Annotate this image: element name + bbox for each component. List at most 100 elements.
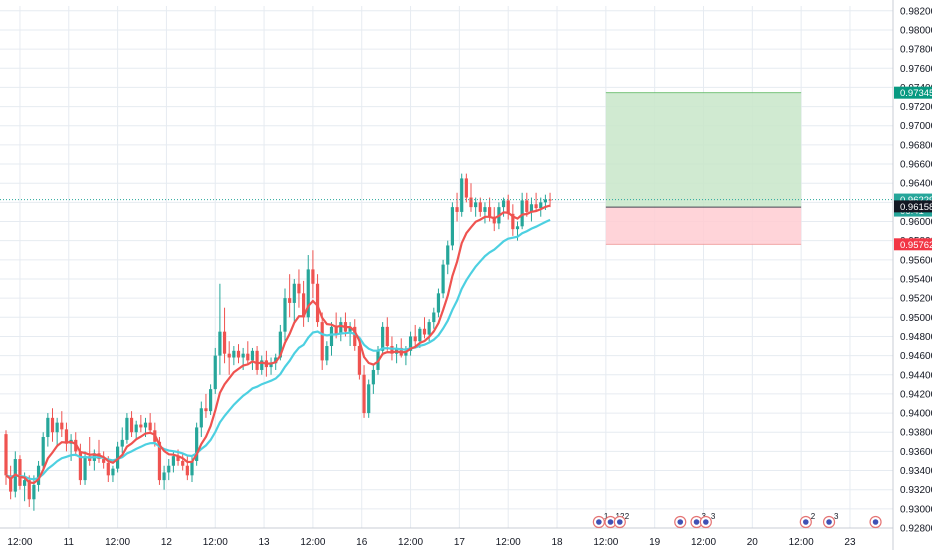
ema-fast-line <box>5 204 551 485</box>
candle-body <box>302 293 306 318</box>
candle-body <box>78 451 82 481</box>
event-flag-dot <box>607 519 614 525</box>
candle-body <box>418 328 422 342</box>
time-tick-label: 12:00 <box>203 537 228 548</box>
candle-body <box>23 480 27 486</box>
candle-body <box>348 326 352 332</box>
long-position-tool[interactable] <box>605 92 802 245</box>
time-tick-label: 12:00 <box>105 537 130 548</box>
candle-body <box>408 336 413 351</box>
candle-body <box>501 200 506 208</box>
candle-body <box>339 322 343 335</box>
candle-body <box>36 465 41 485</box>
price-axis[interactable]: 0.982000.980000.978000.976000.974000.972… <box>892 0 932 550</box>
candle-body <box>353 326 357 347</box>
candle-body <box>55 422 59 433</box>
candle-body <box>111 468 115 476</box>
time-tick-label: 12:00 <box>691 537 716 548</box>
moving-averages <box>5 204 551 485</box>
price-tag-label: 0.95762 <box>900 240 932 251</box>
time-tick-label: 12:00 <box>789 537 814 548</box>
economic-event-icon: 2 <box>613 512 630 529</box>
candle-body <box>325 346 329 361</box>
candle-body <box>455 207 459 212</box>
event-flag-dot <box>617 519 623 525</box>
candle-body <box>427 322 431 335</box>
time-tick-label: 12 <box>161 537 173 548</box>
candle-body <box>288 298 292 303</box>
candle-body <box>134 424 138 433</box>
candle-body <box>520 200 524 227</box>
candle-body <box>329 326 334 347</box>
candle-body <box>381 326 385 351</box>
price-tag <box>894 86 932 99</box>
candle-body <box>148 422 152 431</box>
economic-event-icon: 1 <box>592 512 609 529</box>
candle-body <box>469 197 473 208</box>
candle-body <box>320 322 324 361</box>
candle-body <box>167 465 171 473</box>
candle-body <box>529 204 534 212</box>
time-tick-label: 12:00 <box>593 537 618 548</box>
time-tick-label: 12:00 <box>496 537 521 548</box>
candle-body <box>143 422 148 428</box>
candle-body <box>315 283 320 323</box>
candle-body <box>204 408 208 412</box>
candle-body <box>362 374 366 414</box>
candle-body <box>185 465 189 476</box>
event-count: 3 <box>711 512 716 521</box>
candle-body <box>306 269 310 318</box>
candle-body <box>255 350 259 370</box>
candle-body <box>129 417 134 433</box>
candle-body <box>464 178 468 198</box>
time-tick-label: 17 <box>454 537 466 548</box>
candle-body <box>32 484 36 500</box>
candle-body <box>371 369 375 385</box>
price-tag <box>894 200 932 213</box>
candle-body <box>232 350 236 358</box>
time-axis[interactable]: 12:00 11 12:00 12 12:00 13 12:00 16 12:00 17 12:00… <box>0 527 893 548</box>
candle-body <box>125 417 129 440</box>
economic-event-icon: 2 <box>799 512 816 529</box>
candle-body <box>422 328 427 335</box>
candle-body <box>357 346 361 375</box>
candle-body <box>241 353 245 358</box>
candle-body <box>334 326 338 335</box>
candle-body <box>64 429 69 444</box>
time-tick-label: 19 <box>649 537 661 548</box>
price-tag-label: 0.96158 <box>900 202 932 213</box>
candles <box>4 173 552 511</box>
candle-body <box>157 441 162 481</box>
candle-body <box>83 456 87 481</box>
candle-body <box>218 331 222 356</box>
candle-body <box>195 427 199 461</box>
candle-body <box>413 336 417 342</box>
event-flag-dot <box>693 519 700 525</box>
candle-body <box>492 216 496 224</box>
economic-event-icon: 3 <box>822 512 839 529</box>
candle-body <box>27 480 31 500</box>
candle-body <box>478 202 482 212</box>
economic-events[interactable]: 11223323 <box>592 512 882 529</box>
candle-body <box>511 213 515 230</box>
time-tick-label: 12:00 <box>300 537 325 548</box>
event-flag-dot <box>803 519 809 525</box>
candle-body <box>311 269 315 284</box>
candle-body <box>534 204 538 209</box>
candle-body <box>548 199 552 201</box>
